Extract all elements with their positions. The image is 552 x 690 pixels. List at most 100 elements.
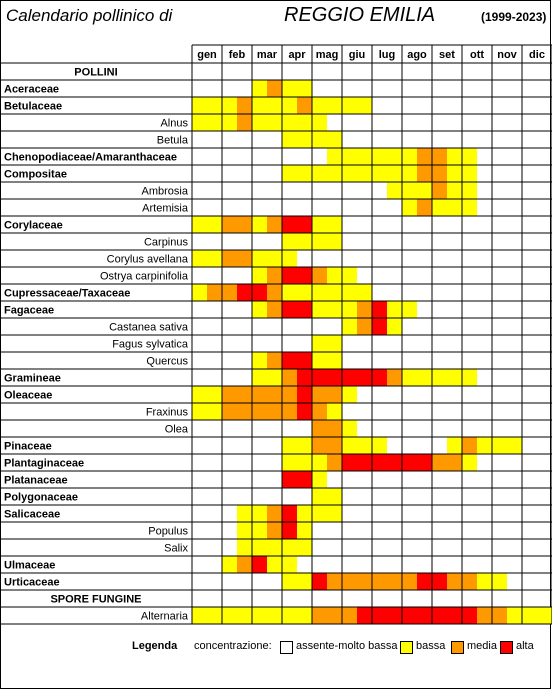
cell-quercus-mar-b (267, 352, 282, 369)
cell-ambrosia-ago-b (417, 182, 432, 199)
cell-salix-apr-a (282, 539, 297, 556)
cell-plantaginaceae-apr-a (282, 454, 297, 471)
cell-plantaginaceae-lug-b (387, 454, 402, 471)
row-label-platanaceae: Platanaceae (4, 475, 68, 487)
cell-corylus-avellana-feb-a (222, 250, 237, 267)
cell-carpinus-mag-a (312, 233, 327, 250)
cell-corylus-avellana-mar-a (252, 250, 267, 267)
cell-alternaria-mar-a (252, 607, 267, 624)
cell-alternaria-giu-b (357, 607, 372, 624)
cell-alternaria-ott-a (462, 607, 477, 624)
cell-ambrosia-set-b (447, 182, 462, 199)
cell-olea-giu-a (342, 420, 357, 437)
cell-ambrosia-ago-a (402, 182, 417, 199)
cell-oleaceae-gen-a (192, 386, 207, 403)
cell-alternaria-ott-b (477, 607, 492, 624)
cell-ostrya-carpinifolia-apr-b (297, 267, 312, 284)
cell-cupressaceae-taxaceae-giu-b (357, 284, 372, 301)
cell-fraxinus-mag-b (327, 403, 342, 420)
cell-corylaceae-feb-b (237, 216, 252, 233)
cell-chenopodiaceae-amaranthaceae-ott-a (462, 148, 477, 165)
cell-fagaceae-lug-a (372, 301, 387, 318)
cell-olea-mag-a (312, 420, 327, 437)
row-label-salix: Salix (164, 543, 188, 555)
cell-urticaceae-giu-b (357, 573, 372, 590)
cell-fagaceae-mar-a (252, 301, 267, 318)
cell-platanaceae-mag-a (312, 471, 327, 488)
legend-item-alta: alta (516, 640, 534, 652)
cell-chenopodiaceae-amaranthaceae-set-a (432, 148, 447, 165)
row-label-ambrosia: Ambrosia (142, 186, 189, 198)
cell-urticaceae-ott-a (462, 573, 477, 590)
cell-plantaginaceae-apr-b (297, 454, 312, 471)
cell-alternaria-ago-b (417, 607, 432, 624)
cell-gramineae-apr-b (297, 369, 312, 386)
cell-oleaceae-gen-b (207, 386, 222, 403)
row-label-urticaceae: Urticaceae (4, 577, 60, 589)
cell-urticaceae-ago-a (402, 573, 417, 590)
cell-plantaginaceae-ago-b (417, 454, 432, 471)
cell-urticaceae-nov-a (492, 573, 507, 590)
legend-item-bassa: bassa (416, 640, 446, 652)
cell-cupressaceae-taxaceae-apr-a (282, 284, 297, 301)
cell-fagaceae-ago-a (402, 301, 417, 318)
cell-aceraceae-mar-a (252, 80, 267, 97)
cell-alternaria-apr-b (297, 607, 312, 624)
row-label-populus: Populus (148, 526, 188, 538)
cell-quercus-apr-b (297, 352, 312, 369)
cell-alternaria-nov-a (492, 607, 507, 624)
cell-fagaceae-lug-b (387, 301, 402, 318)
cell-plantaginaceae-mag-b (327, 454, 342, 471)
cell-artemisia-ago-b (417, 199, 432, 216)
cell-pinaceae-lug-a (372, 437, 387, 454)
cell-aceraceae-mar-b (267, 80, 282, 97)
legend-label: concentrazione: (194, 640, 272, 652)
cell-populus-apr-a (282, 522, 297, 539)
cell-ostrya-carpinifolia-mar-b (267, 267, 282, 284)
cell-plantaginaceae-giu-b (357, 454, 372, 471)
cell-gramineae-lug-b (387, 369, 402, 386)
cell-corylaceae-apr-b (297, 216, 312, 233)
cell-fagus-sylvatica-mag-a (312, 335, 327, 352)
cell-populus-mar-b (267, 522, 282, 539)
cell-fraxinus-gen-b (207, 403, 222, 420)
cell-pinaceae-giu-b (357, 437, 372, 454)
row-label-betula: Betula (157, 135, 189, 147)
row-label-compositae: Compositae (4, 169, 67, 181)
cell-gramineae-apr-a (282, 369, 297, 386)
cell-pinaceae-giu-a (342, 437, 357, 454)
cell-alnus-mar-b (267, 114, 282, 131)
cell-fraxinus-apr-a (282, 403, 297, 420)
cell-betula-mag-b (327, 131, 342, 148)
cell-cupressaceae-taxaceae-mag-b (327, 284, 342, 301)
cell-cupressaceae-taxaceae-giu-a (342, 284, 357, 301)
cell-cupressaceae-taxaceae-feb-b (237, 284, 252, 301)
row-label-cupressaceae-taxaceae: Cupressaceae/Taxaceae (4, 288, 130, 300)
cell-betula-apr-a (282, 131, 297, 148)
row-label-quercus: Quercus (146, 356, 188, 368)
cell-oleaceae-feb-a (222, 386, 237, 403)
cell-corylaceae-gen-b (207, 216, 222, 233)
row-label-polygonaceae: Polygonaceae (4, 492, 78, 504)
cell-ulmaceae-feb-a (222, 556, 237, 573)
cell-alternaria-mar-b (267, 607, 282, 624)
cell-fagus-sylvatica-mag-b (327, 335, 342, 352)
cell-ulmaceae-mar-b (267, 556, 282, 573)
cell-urticaceae-mag-b (327, 573, 342, 590)
city-title: REGGIO EMILIA (284, 4, 436, 26)
cell-gramineae-set-a (432, 369, 447, 386)
cell-betulaceae-giu-a (342, 97, 357, 114)
cell-chenopodiaceae-amaranthaceae-mag-b (327, 148, 342, 165)
row-label-betulaceae: Betulaceae (4, 101, 62, 113)
cell-alternaria-dic-b (537, 607, 552, 624)
row-label-ostrya-carpinifolia: Ostrya carpinifolia (100, 271, 189, 283)
cell-castanea-sativa-giu-b (357, 318, 372, 335)
row-label-olea: Olea (165, 424, 189, 436)
cell-gramineae-giu-b (357, 369, 372, 386)
cell-oleaceae-giu-a (342, 386, 357, 403)
cell-alnus-gen-b (207, 114, 222, 131)
cell-pinaceae-set-b (447, 437, 462, 454)
cell-ostrya-carpinifolia-mag-b (327, 267, 342, 284)
cell-betulaceae-mar-b (267, 97, 282, 114)
